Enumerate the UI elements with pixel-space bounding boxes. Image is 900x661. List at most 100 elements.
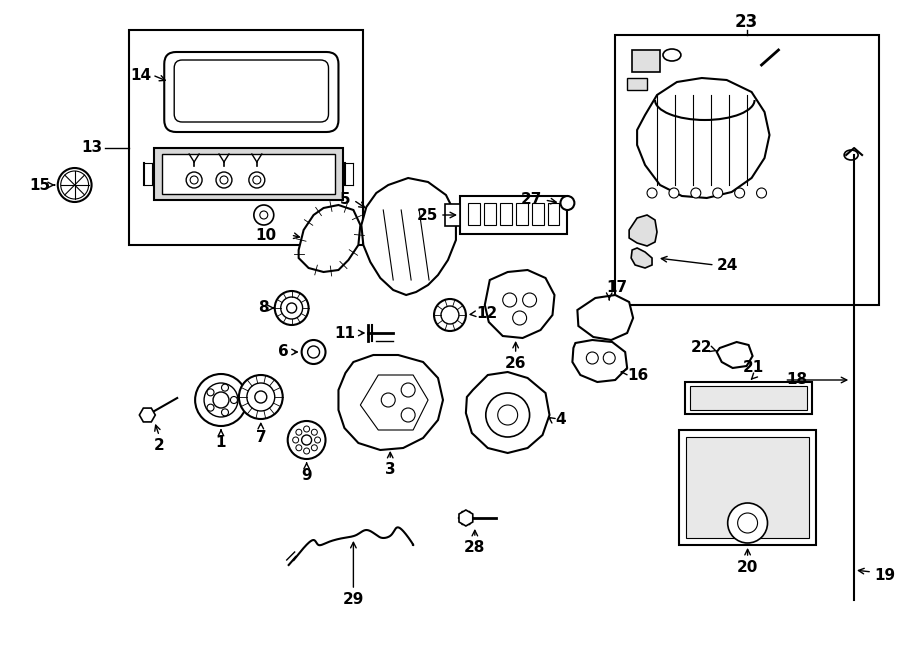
- Text: 9: 9: [302, 468, 312, 483]
- Circle shape: [441, 306, 459, 324]
- Text: 25: 25: [417, 208, 438, 223]
- Circle shape: [434, 299, 466, 331]
- Text: 5: 5: [340, 192, 350, 208]
- Circle shape: [308, 346, 320, 358]
- Circle shape: [311, 445, 318, 451]
- Bar: [154, 148, 344, 200]
- Circle shape: [204, 383, 238, 417]
- Polygon shape: [637, 78, 770, 198]
- Circle shape: [296, 429, 302, 435]
- Bar: [460, 196, 567, 234]
- Circle shape: [190, 176, 198, 184]
- Circle shape: [713, 188, 723, 198]
- Text: 8: 8: [258, 301, 269, 315]
- Circle shape: [281, 297, 302, 319]
- Text: 18: 18: [787, 373, 807, 387]
- Polygon shape: [716, 342, 752, 368]
- Bar: [627, 78, 647, 90]
- Circle shape: [647, 188, 657, 198]
- Circle shape: [302, 340, 326, 364]
- Circle shape: [513, 311, 526, 325]
- Text: 17: 17: [607, 280, 628, 295]
- Text: 4: 4: [555, 412, 566, 428]
- Circle shape: [274, 291, 309, 325]
- Ellipse shape: [844, 150, 858, 160]
- Circle shape: [230, 397, 238, 403]
- Circle shape: [207, 389, 214, 396]
- Circle shape: [296, 445, 302, 451]
- Text: 27: 27: [521, 192, 543, 208]
- Polygon shape: [629, 215, 657, 246]
- Text: 19: 19: [874, 568, 896, 582]
- Circle shape: [221, 409, 229, 416]
- Circle shape: [302, 435, 311, 445]
- Polygon shape: [360, 375, 428, 430]
- Bar: [616, 35, 879, 305]
- Text: 7: 7: [256, 430, 266, 445]
- Circle shape: [669, 188, 679, 198]
- Text: 15: 15: [30, 178, 50, 192]
- Polygon shape: [572, 340, 627, 382]
- Circle shape: [221, 384, 229, 391]
- Circle shape: [311, 429, 318, 435]
- Text: 10: 10: [256, 227, 276, 243]
- Polygon shape: [631, 248, 652, 268]
- Bar: [532, 203, 544, 225]
- Bar: [690, 386, 807, 410]
- Circle shape: [216, 172, 232, 188]
- Circle shape: [288, 421, 326, 459]
- Circle shape: [220, 176, 228, 184]
- Circle shape: [691, 188, 701, 198]
- Bar: [679, 430, 816, 545]
- Circle shape: [254, 205, 274, 225]
- Circle shape: [382, 393, 395, 407]
- Circle shape: [498, 405, 518, 425]
- Bar: [685, 382, 813, 414]
- Polygon shape: [466, 372, 550, 453]
- Circle shape: [738, 513, 758, 533]
- Circle shape: [207, 404, 214, 411]
- Text: 26: 26: [505, 356, 526, 371]
- Circle shape: [247, 383, 274, 411]
- Polygon shape: [362, 178, 456, 295]
- Polygon shape: [459, 510, 472, 526]
- Circle shape: [249, 172, 265, 188]
- Circle shape: [287, 303, 297, 313]
- Polygon shape: [140, 408, 156, 422]
- Text: 22: 22: [690, 340, 712, 356]
- Bar: [130, 30, 364, 245]
- Bar: [516, 203, 527, 225]
- Circle shape: [292, 437, 299, 443]
- Polygon shape: [578, 295, 633, 340]
- FancyBboxPatch shape: [175, 60, 328, 122]
- Circle shape: [462, 524, 463, 525]
- Bar: [686, 437, 809, 538]
- Bar: [468, 203, 480, 225]
- Text: 20: 20: [737, 560, 759, 575]
- Circle shape: [260, 211, 268, 219]
- Circle shape: [757, 188, 767, 198]
- Circle shape: [469, 524, 470, 525]
- Circle shape: [253, 176, 261, 184]
- Bar: [484, 203, 496, 225]
- Text: 16: 16: [627, 368, 648, 383]
- Text: 23: 23: [735, 13, 758, 31]
- Circle shape: [561, 196, 574, 210]
- Text: 1: 1: [216, 435, 226, 450]
- FancyBboxPatch shape: [165, 52, 338, 132]
- Circle shape: [401, 383, 415, 397]
- Circle shape: [523, 293, 536, 307]
- Text: 11: 11: [335, 325, 356, 340]
- Bar: [162, 154, 336, 194]
- Circle shape: [486, 393, 529, 437]
- Polygon shape: [485, 270, 554, 338]
- Text: 13: 13: [81, 141, 102, 155]
- Polygon shape: [338, 355, 443, 450]
- Circle shape: [213, 392, 229, 408]
- Bar: [632, 50, 660, 72]
- Circle shape: [503, 293, 517, 307]
- Circle shape: [58, 168, 92, 202]
- Circle shape: [734, 188, 744, 198]
- Text: 21: 21: [742, 360, 764, 375]
- Circle shape: [728, 503, 768, 543]
